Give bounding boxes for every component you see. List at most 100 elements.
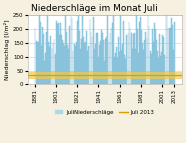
Bar [136,0,137,84]
Bar [171,18,172,84]
Bar [155,29,156,84]
Bar [168,28,169,84]
Bar [125,59,126,84]
Bar [76,42,77,84]
Bar [105,39,106,84]
Bar [164,54,165,84]
Bar [43,34,44,84]
Bar [41,46,42,84]
Bar [151,54,152,84]
Bar [68,49,69,84]
Bar [84,43,85,84]
Bar [46,32,47,84]
Bar [118,37,119,84]
Text: Niederschläge im Monat Juli: Niederschläge im Monat Juli [31,4,157,13]
Bar [126,35,127,84]
Bar [56,21,57,84]
Bar [81,39,82,84]
Bar [91,32,92,84]
Bar [98,57,99,84]
Bar [40,22,41,84]
Bar [104,61,105,84]
Bar [37,42,38,84]
Bar [50,36,51,84]
Bar [139,22,140,84]
Legend: JuliNiederschläge, Juli 2013: JuliNiederschläge, Juli 2013 [53,108,157,117]
Bar [116,47,117,84]
Bar [38,42,39,84]
Bar [39,0,40,84]
Bar [58,23,59,84]
Bar [115,53,116,84]
Bar [142,43,143,84]
Bar [94,49,95,84]
Bar [113,5,114,84]
Bar [119,52,120,84]
Bar [152,29,153,84]
Bar [144,40,145,84]
Bar [45,53,46,84]
Bar [123,21,124,84]
Bar [65,15,66,84]
Bar [172,25,173,84]
Bar [59,35,60,84]
Bar [93,17,94,84]
Bar [74,44,75,84]
Bar [57,24,58,84]
Bar [63,43,64,84]
Bar [149,26,150,84]
Bar [114,57,115,84]
Bar [49,47,50,84]
Bar [67,45,68,84]
Bar [158,58,159,84]
Bar [157,51,158,84]
Bar [134,33,135,84]
Bar [70,16,71,84]
Bar [44,61,45,84]
Bar [42,27,43,84]
Bar [124,55,125,84]
Bar [112,23,113,84]
Bar [102,33,103,84]
Bar [87,51,88,84]
Bar [61,35,62,84]
Bar [145,32,146,84]
Bar [69,26,70,84]
Bar [89,19,90,84]
Bar [103,40,104,84]
Bar [143,50,144,84]
Bar [154,23,155,84]
Bar [82,0,83,84]
Bar [35,28,36,84]
Bar [169,28,170,84]
Bar [66,32,67,84]
Bar [137,29,138,84]
Bar [130,28,131,84]
Bar [133,34,134,84]
Bar [77,21,78,84]
Bar [97,33,98,84]
Bar [55,54,56,84]
Bar [135,49,136,84]
Bar [85,42,86,84]
Bar [147,4,148,84]
Bar [156,40,157,84]
Bar [153,42,154,84]
Bar [48,42,49,84]
Bar [108,42,109,84]
Bar [75,46,76,84]
Bar [132,49,133,84]
Bar [106,37,107,84]
Bar [162,35,163,84]
Bar [140,17,141,84]
Bar [160,56,161,84]
Bar [141,30,142,84]
Bar [78,6,79,84]
Bar [101,30,102,84]
Bar [64,46,65,84]
Bar [100,41,101,84]
Bar [163,37,164,84]
Bar [122,44,123,84]
Bar [86,31,87,84]
Bar [117,58,118,84]
